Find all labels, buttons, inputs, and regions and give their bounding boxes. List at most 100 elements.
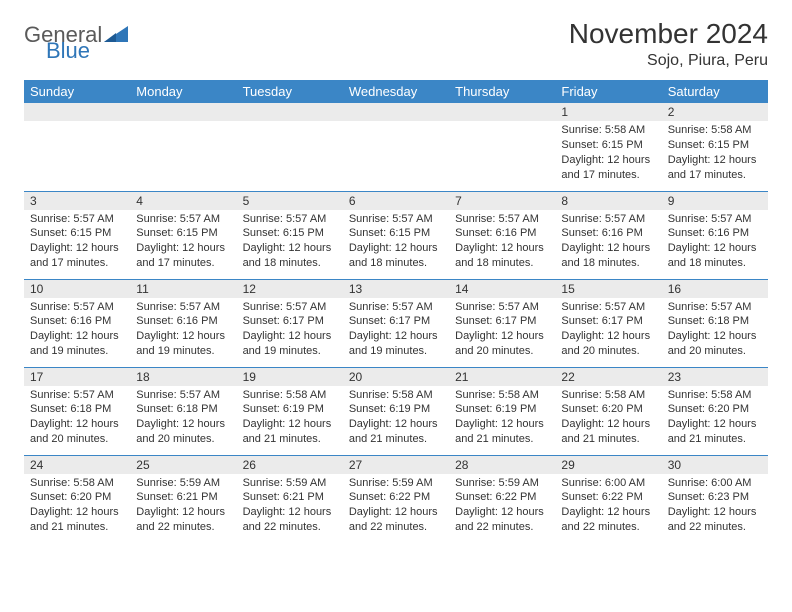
day-number: 7 <box>449 192 555 210</box>
day-details: Sunrise: 5:59 AMSunset: 6:21 PMDaylight:… <box>130 474 236 539</box>
sunrise-line: Sunrise: 5:57 AM <box>136 300 230 315</box>
calendar-cell: 5Sunrise: 5:57 AMSunset: 6:15 PMDaylight… <box>237 191 343 279</box>
daylight-line: Daylight: 12 hours and 19 minutes. <box>30 329 124 359</box>
calendar-cell: 30Sunrise: 6:00 AMSunset: 6:23 PMDayligh… <box>662 455 768 543</box>
day-number: 21 <box>449 368 555 386</box>
calendar-cell <box>343 103 449 191</box>
day-number: 14 <box>449 280 555 298</box>
calendar-cell: 2Sunrise: 5:58 AMSunset: 6:15 PMDaylight… <box>662 103 768 191</box>
daylight-line: Daylight: 12 hours and 20 minutes. <box>668 329 762 359</box>
calendar-cell: 29Sunrise: 6:00 AMSunset: 6:22 PMDayligh… <box>555 455 661 543</box>
calendar-week-row: 1Sunrise: 5:58 AMSunset: 6:15 PMDaylight… <box>24 103 768 191</box>
calendar-week-row: 3Sunrise: 5:57 AMSunset: 6:15 PMDaylight… <box>24 191 768 279</box>
day-number: 17 <box>24 368 130 386</box>
sunrise-line: Sunrise: 5:58 AM <box>668 388 762 403</box>
sunset-line: Sunset: 6:16 PM <box>455 226 549 241</box>
header: General Blue November 2024 Sojo, Piura, … <box>24 18 768 70</box>
sunrise-line: Sunrise: 5:57 AM <box>30 388 124 403</box>
day-details: Sunrise: 5:57 AMSunset: 6:16 PMDaylight:… <box>449 210 555 275</box>
daylight-line: Daylight: 12 hours and 21 minutes. <box>668 417 762 447</box>
calendar-cell: 4Sunrise: 5:57 AMSunset: 6:15 PMDaylight… <box>130 191 236 279</box>
sunrise-line: Sunrise: 5:58 AM <box>455 388 549 403</box>
sunrise-line: Sunrise: 5:57 AM <box>349 212 443 227</box>
sunset-line: Sunset: 6:19 PM <box>349 402 443 417</box>
day-details: Sunrise: 5:58 AMSunset: 6:15 PMDaylight:… <box>555 121 661 186</box>
day-details: Sunrise: 5:58 AMSunset: 6:19 PMDaylight:… <box>237 386 343 451</box>
title-block: November 2024 Sojo, Piura, Peru <box>569 18 768 70</box>
calendar-body: 1Sunrise: 5:58 AMSunset: 6:15 PMDaylight… <box>24 103 768 543</box>
day-number: 1 <box>555 103 661 121</box>
day-header: Thursday <box>449 80 555 103</box>
day-number: 15 <box>555 280 661 298</box>
sunrise-line: Sunrise: 5:57 AM <box>668 300 762 315</box>
calendar-cell: 20Sunrise: 5:58 AMSunset: 6:19 PMDayligh… <box>343 367 449 455</box>
day-number: 6 <box>343 192 449 210</box>
logo-text-blue: Blue <box>46 40 102 62</box>
day-number: 20 <box>343 368 449 386</box>
day-details: Sunrise: 5:57 AMSunset: 6:15 PMDaylight:… <box>237 210 343 275</box>
sunset-line: Sunset: 6:17 PM <box>561 314 655 329</box>
day-number: 25 <box>130 456 236 474</box>
sunset-line: Sunset: 6:23 PM <box>668 490 762 505</box>
calendar-cell: 11Sunrise: 5:57 AMSunset: 6:16 PMDayligh… <box>130 279 236 367</box>
sunset-line: Sunset: 6:16 PM <box>30 314 124 329</box>
daylight-line: Daylight: 12 hours and 20 minutes. <box>136 417 230 447</box>
sunset-line: Sunset: 6:15 PM <box>243 226 337 241</box>
calendar-cell: 1Sunrise: 5:58 AMSunset: 6:15 PMDaylight… <box>555 103 661 191</box>
sunrise-line: Sunrise: 5:59 AM <box>136 476 230 491</box>
day-number: 5 <box>237 192 343 210</box>
calendar-cell <box>130 103 236 191</box>
daylight-line: Daylight: 12 hours and 21 minutes. <box>349 417 443 447</box>
calendar-cell: 28Sunrise: 5:59 AMSunset: 6:22 PMDayligh… <box>449 455 555 543</box>
day-details: Sunrise: 5:58 AMSunset: 6:20 PMDaylight:… <box>24 474 130 539</box>
day-details: Sunrise: 5:58 AMSunset: 6:19 PMDaylight:… <box>449 386 555 451</box>
day-number: 13 <box>343 280 449 298</box>
day-header: Sunday <box>24 80 130 103</box>
sunset-line: Sunset: 6:17 PM <box>243 314 337 329</box>
sunset-line: Sunset: 6:20 PM <box>30 490 124 505</box>
daylight-line: Daylight: 12 hours and 20 minutes. <box>30 417 124 447</box>
calendar-cell <box>237 103 343 191</box>
day-number: 11 <box>130 280 236 298</box>
day-number: 4 <box>130 192 236 210</box>
day-number <box>24 103 130 121</box>
day-number: 29 <box>555 456 661 474</box>
day-details: Sunrise: 5:58 AMSunset: 6:20 PMDaylight:… <box>662 386 768 451</box>
calendar-cell: 22Sunrise: 5:58 AMSunset: 6:20 PMDayligh… <box>555 367 661 455</box>
sunrise-line: Sunrise: 5:57 AM <box>136 388 230 403</box>
calendar-cell <box>24 103 130 191</box>
sunset-line: Sunset: 6:19 PM <box>455 402 549 417</box>
sunset-line: Sunset: 6:20 PM <box>561 402 655 417</box>
sunrise-line: Sunrise: 6:00 AM <box>561 476 655 491</box>
daylight-line: Daylight: 12 hours and 22 minutes. <box>349 505 443 535</box>
calendar-cell: 19Sunrise: 5:58 AMSunset: 6:19 PMDayligh… <box>237 367 343 455</box>
day-number: 16 <box>662 280 768 298</box>
day-details: Sunrise: 5:57 AMSunset: 6:15 PMDaylight:… <box>130 210 236 275</box>
sunset-line: Sunset: 6:19 PM <box>243 402 337 417</box>
sunrise-line: Sunrise: 5:58 AM <box>668 123 762 138</box>
sunset-line: Sunset: 6:22 PM <box>561 490 655 505</box>
sunset-line: Sunset: 6:15 PM <box>30 226 124 241</box>
sunset-line: Sunset: 6:15 PM <box>561 138 655 153</box>
day-details: Sunrise: 5:58 AMSunset: 6:19 PMDaylight:… <box>343 386 449 451</box>
day-details: Sunrise: 5:59 AMSunset: 6:22 PMDaylight:… <box>449 474 555 539</box>
sunrise-line: Sunrise: 5:58 AM <box>561 388 655 403</box>
daylight-line: Daylight: 12 hours and 19 minutes. <box>349 329 443 359</box>
day-details: Sunrise: 5:57 AMSunset: 6:16 PMDaylight:… <box>24 298 130 363</box>
day-number <box>449 103 555 121</box>
daylight-line: Daylight: 12 hours and 21 minutes. <box>243 417 337 447</box>
sunrise-line: Sunrise: 5:59 AM <box>243 476 337 491</box>
sunset-line: Sunset: 6:16 PM <box>561 226 655 241</box>
calendar-cell: 16Sunrise: 5:57 AMSunset: 6:18 PMDayligh… <box>662 279 768 367</box>
sunset-line: Sunset: 6:22 PM <box>349 490 443 505</box>
sunset-line: Sunset: 6:15 PM <box>349 226 443 241</box>
day-details: Sunrise: 5:58 AMSunset: 6:20 PMDaylight:… <box>555 386 661 451</box>
calendar-cell: 21Sunrise: 5:58 AMSunset: 6:19 PMDayligh… <box>449 367 555 455</box>
day-details: Sunrise: 5:57 AMSunset: 6:17 PMDaylight:… <box>343 298 449 363</box>
daylight-line: Daylight: 12 hours and 17 minutes. <box>561 153 655 183</box>
daylight-line: Daylight: 12 hours and 17 minutes. <box>136 241 230 271</box>
daylight-line: Daylight: 12 hours and 17 minutes. <box>30 241 124 271</box>
logo: General Blue <box>24 18 132 62</box>
day-number: 2 <box>662 103 768 121</box>
calendar-table: SundayMondayTuesdayWednesdayThursdayFrid… <box>24 80 768 543</box>
